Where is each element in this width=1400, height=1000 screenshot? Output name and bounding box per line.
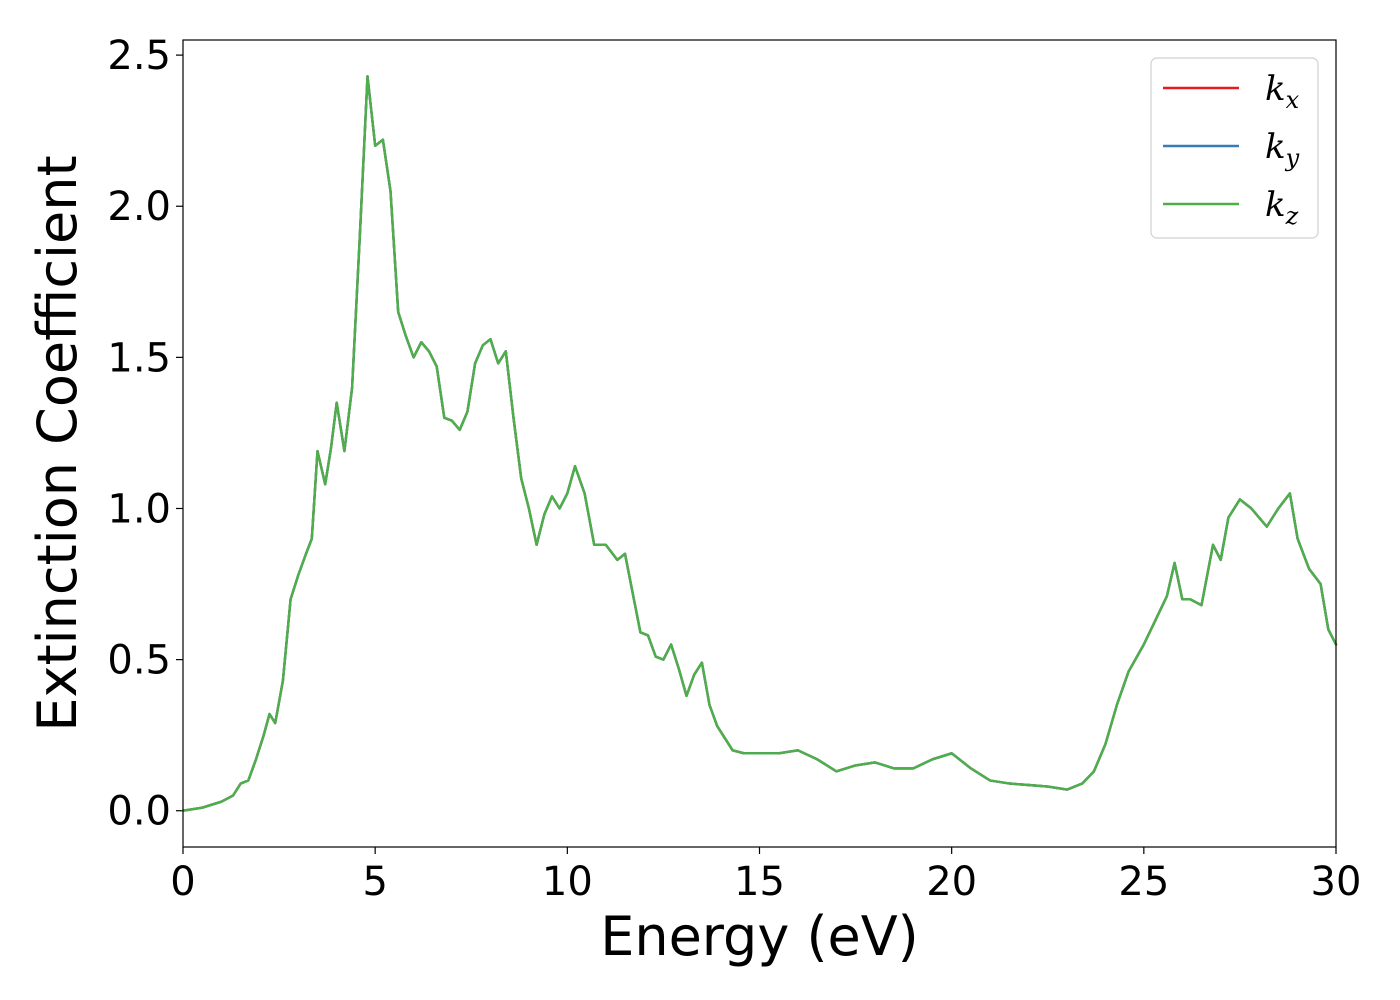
legend-label-subscript: z — [1285, 202, 1299, 230]
legend-label-kz: kz — [1265, 185, 1299, 230]
y-axis-label: Extinction Coefficient — [26, 155, 89, 731]
x-tick-label: 0 — [170, 859, 195, 905]
y-tick-label: 0.0 — [107, 789, 171, 835]
series-layer — [181, 75, 1338, 812]
y-tick-label: 2.0 — [107, 184, 171, 230]
x-tick-label: 10 — [542, 859, 593, 905]
legend-label-main: k — [1265, 127, 1286, 167]
y-axis-ticks: 0.0 0.5 1.0 1.5 2.0 2.5 — [107, 33, 183, 835]
legend-label-subscript: x — [1286, 86, 1300, 114]
legend-label-ky: ky — [1265, 127, 1300, 172]
series-line-kz — [181, 75, 1338, 812]
y-tick-label: 0.5 — [107, 638, 171, 684]
x-tick-label: 30 — [1311, 859, 1362, 905]
y-tick-label: 1.0 — [107, 486, 171, 532]
legend-label-kx: kx — [1265, 69, 1300, 114]
x-tick-label: 25 — [1118, 859, 1169, 905]
x-tick-label: 20 — [926, 859, 977, 905]
legend-label-main: k — [1265, 69, 1286, 109]
plot-frame — [182, 39, 1337, 848]
x-tick-label: 5 — [362, 859, 387, 905]
y-tick-label: 1.5 — [107, 335, 171, 381]
legend-label-main: k — [1265, 185, 1286, 225]
y-tick-label: 2.5 — [107, 33, 171, 79]
x-axis-label: Energy (eV) — [600, 905, 919, 968]
x-axis-ticks: 0 5 10 15 20 25 30 — [170, 847, 1361, 905]
legend-label-subscript: y — [1285, 144, 1300, 172]
legend-box — [1150, 57, 1319, 239]
x-tick-label: 15 — [734, 859, 785, 905]
